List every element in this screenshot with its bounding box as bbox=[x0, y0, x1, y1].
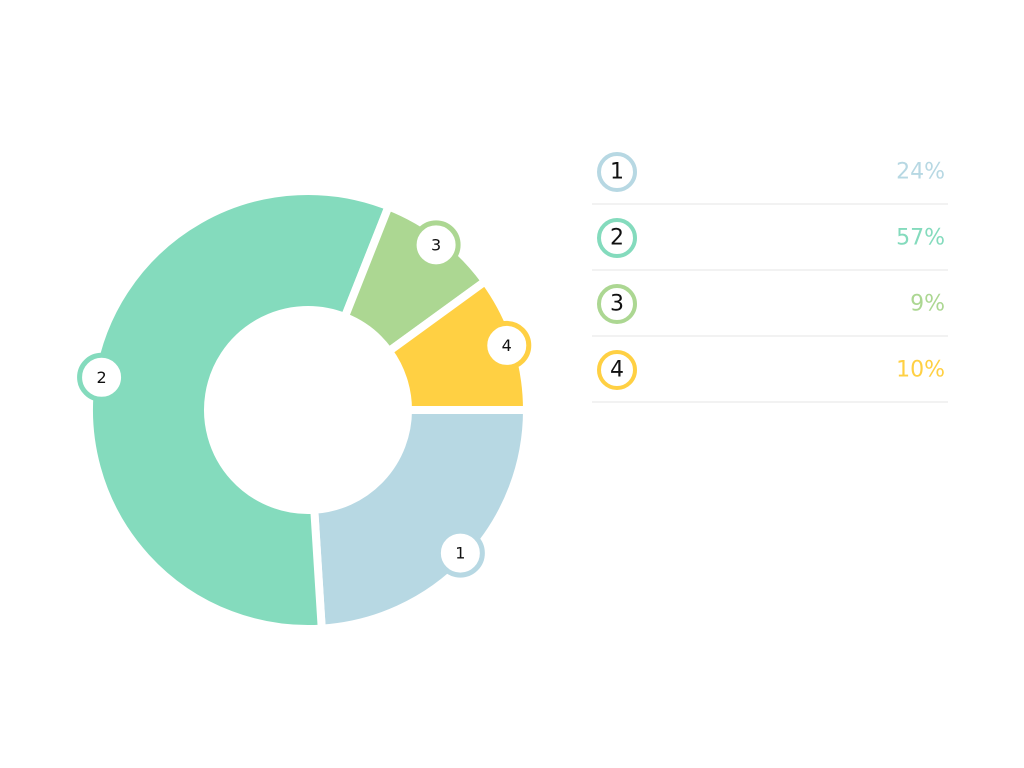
legend-badge bbox=[597, 152, 637, 192]
legend-label: 1 bbox=[610, 160, 624, 185]
legend-label: 4 bbox=[610, 358, 624, 383]
donut-slice bbox=[383, 275, 532, 414]
slice-badge bbox=[435, 528, 485, 578]
legend-value: 10% bbox=[896, 358, 945, 383]
legend-value: 24% bbox=[896, 160, 945, 185]
slice-badge bbox=[411, 220, 461, 270]
donut-slice bbox=[310, 406, 532, 633]
legend-label: 2 bbox=[610, 226, 624, 251]
legend-badge bbox=[597, 350, 637, 390]
donut-slice bbox=[85, 187, 394, 633]
slice-label: 3 bbox=[431, 235, 441, 254]
legend-label: 3 bbox=[610, 292, 624, 317]
legend-value: 57% bbox=[896, 226, 945, 251]
slice-label: 2 bbox=[96, 368, 106, 387]
legend-badge bbox=[597, 284, 637, 324]
slice-badge bbox=[482, 320, 532, 370]
legend-badge bbox=[597, 218, 637, 258]
legend-value: 9% bbox=[910, 292, 945, 317]
slice-label: 4 bbox=[502, 336, 512, 355]
slice-label: 1 bbox=[455, 544, 465, 563]
slice-badge bbox=[77, 352, 127, 402]
